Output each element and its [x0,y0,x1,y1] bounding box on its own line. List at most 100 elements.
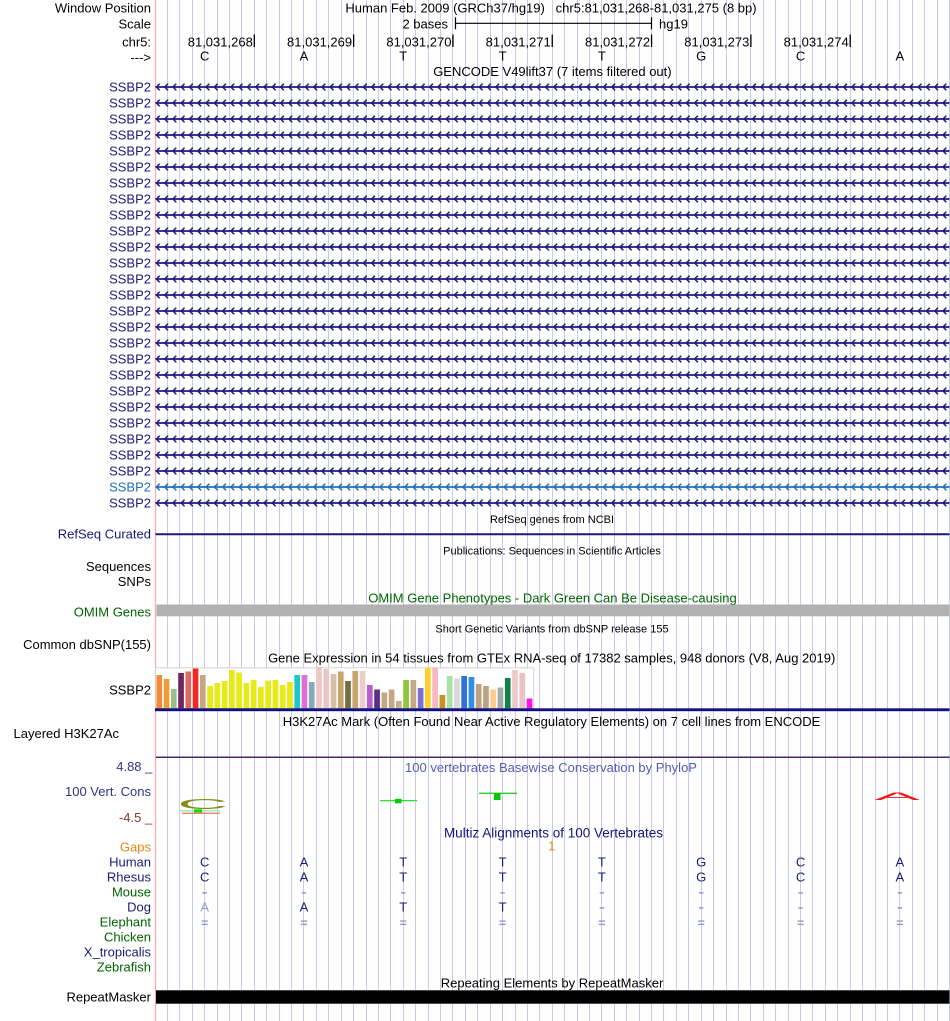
svg-text:Repeating Elements by RepeatMa: Repeating Elements by RepeatMasker [441,976,664,991]
svg-text:SSBP2: SSBP2 [109,192,151,207]
svg-text:SSBP2: SSBP2 [109,128,151,143]
svg-text:100 Vert. Cons: 100 Vert. Cons [65,784,151,799]
svg-text:Elephant: Elephant [100,915,152,930]
svg-text:SSBP2: SSBP2 [109,496,151,511]
svg-text:Gaps: Gaps [120,840,152,855]
svg-text:A: A [300,870,309,885]
svg-text:SSBP2: SSBP2 [109,304,151,319]
svg-text:H3K27Ac Mark (Often Found Near: H3K27Ac Mark (Often Found Near Active Re… [283,714,821,729]
svg-text:81,031,274: 81,031,274 [784,34,849,49]
svg-text:G: G [696,870,706,885]
svg-text:1: 1 [548,838,555,853]
svg-text:Layered H3K27Ac: Layered H3K27Ac [14,726,120,741]
svg-text:SSBP2: SSBP2 [109,320,151,335]
svg-text:SSBP2: SSBP2 [109,480,151,495]
svg-text:81,031,268: 81,031,268 [188,34,253,49]
svg-text:T: T [399,870,407,885]
svg-text:T: T [399,48,407,63]
svg-text:Window Position: Window Position [55,1,151,16]
svg-text:T: T [499,855,507,870]
svg-text:T: T [499,900,507,915]
svg-text:2 bases: 2 bases [402,17,448,32]
svg-text:Human Feb. 2009 (GRCh37/hg19): Human Feb. 2009 (GRCh37/hg19) chr5:81,03… [345,1,756,16]
svg-text:C: C [200,870,209,885]
svg-text:-4.5 _: -4.5 _ [119,810,153,825]
svg-text:SSBP2: SSBP2 [109,176,151,191]
svg-text:A: A [300,855,309,870]
svg-text:OMIM Gene Phenotypes - Dark Gr: OMIM Gene Phenotypes - Dark Green Can Be… [368,591,737,606]
svg-text:SSBP2: SSBP2 [109,288,151,303]
svg-text:SSBP2: SSBP2 [109,256,151,271]
svg-text:SSBP2: SSBP2 [109,208,151,223]
svg-text:SSBP2: SSBP2 [109,240,151,255]
svg-text:SSBP2: SSBP2 [109,160,151,175]
svg-text:SSBP2: SSBP2 [109,96,151,111]
svg-text:C: C [796,870,805,885]
svg-text:SSBP2: SSBP2 [109,683,151,698]
svg-text:T: T [499,870,507,885]
svg-text:T: T [598,48,606,63]
svg-text:Gene Expression in 54 tissues: Gene Expression in 54 tissues from GTEx … [268,651,835,666]
svg-text:GENCODE V49lift37 (7 items fil: GENCODE V49lift37 (7 items filtered out) [433,64,671,79]
svg-text:A: A [874,790,920,803]
svg-text:81,031,270: 81,031,270 [386,34,451,49]
svg-text:Scale: Scale [118,17,151,32]
svg-text:OMIM Genes: OMIM Genes [74,605,152,620]
svg-text:100 vertebrates Basewise Conse: 100 vertebrates Basewise Conservation by… [405,760,697,775]
svg-text:SSBP2: SSBP2 [109,416,151,431]
svg-text:RefSeq Curated: RefSeq Curated [58,527,151,542]
svg-text:--->: ---> [130,50,151,65]
svg-text:A: A [896,48,905,63]
svg-text:RefSeq genes from NCBI: RefSeq genes from NCBI [490,514,614,526]
svg-text:A: A [896,855,905,870]
svg-text:A: A [300,900,309,915]
svg-text:SSBP2: SSBP2 [109,80,151,95]
svg-text:4.88 _: 4.88 _ [116,759,153,774]
svg-text:Common dbSNP(155): Common dbSNP(155) [23,637,151,652]
svg-text:C: C [796,48,805,63]
svg-text:SSBP2: SSBP2 [109,448,151,463]
svg-text:81,031,272: 81,031,272 [585,34,650,49]
svg-text:C: C [200,855,209,870]
svg-text:Publications: Sequences in Sci: Publications: Sequences in Scientific Ar… [443,546,661,558]
svg-text:Multiz Alignments of 100 Verte: Multiz Alignments of 100 Vertebrates [444,826,663,841]
svg-text:T: T [598,855,606,870]
svg-text:SSBP2: SSBP2 [109,272,151,287]
svg-text:C: C [200,48,209,63]
svg-text:T: T [399,900,407,915]
svg-text:C: C [796,855,805,870]
svg-text:Zebrafish: Zebrafish [97,960,151,975]
svg-text:T: T [499,48,507,63]
svg-text:Dog: Dog [127,900,151,915]
svg-text:81,031,269: 81,031,269 [287,34,352,49]
svg-text:G: G [696,48,706,63]
svg-text:SNPs: SNPs [118,574,152,589]
svg-text:Rhesus: Rhesus [107,870,152,885]
svg-text:SSBP2: SSBP2 [109,400,151,415]
svg-text:Mouse: Mouse [112,885,151,900]
svg-text:SSBP2: SSBP2 [109,112,151,127]
svg-text:SSBP2: SSBP2 [109,368,151,383]
svg-text:A: A [300,48,309,63]
svg-text:chr5:: chr5: [122,34,151,49]
svg-text:81,031,273: 81,031,273 [684,34,749,49]
svg-text:SSBP2: SSBP2 [109,144,151,159]
svg-text:SSBP2: SSBP2 [109,464,151,479]
svg-text:SSBP2: SSBP2 [109,432,151,447]
svg-text:SSBP2: SSBP2 [109,384,151,399]
svg-text:A: A [200,900,209,915]
svg-text:SSBP2: SSBP2 [109,352,151,367]
svg-text:Sequences: Sequences [86,559,152,574]
svg-text:X_tropicalis: X_tropicalis [84,945,152,960]
svg-text:G: G [696,855,706,870]
svg-text:T: T [598,870,606,885]
svg-text:C: C [177,796,228,813]
svg-text:hg19: hg19 [659,17,688,32]
svg-text:T: T [399,855,407,870]
svg-text:SSBP2: SSBP2 [109,336,151,351]
svg-text:Chicken: Chicken [104,930,151,945]
svg-text:RepeatMasker: RepeatMasker [66,990,151,1005]
svg-text:Human: Human [109,855,151,870]
svg-text:SSBP2: SSBP2 [109,224,151,239]
svg-text:A: A [896,870,905,885]
